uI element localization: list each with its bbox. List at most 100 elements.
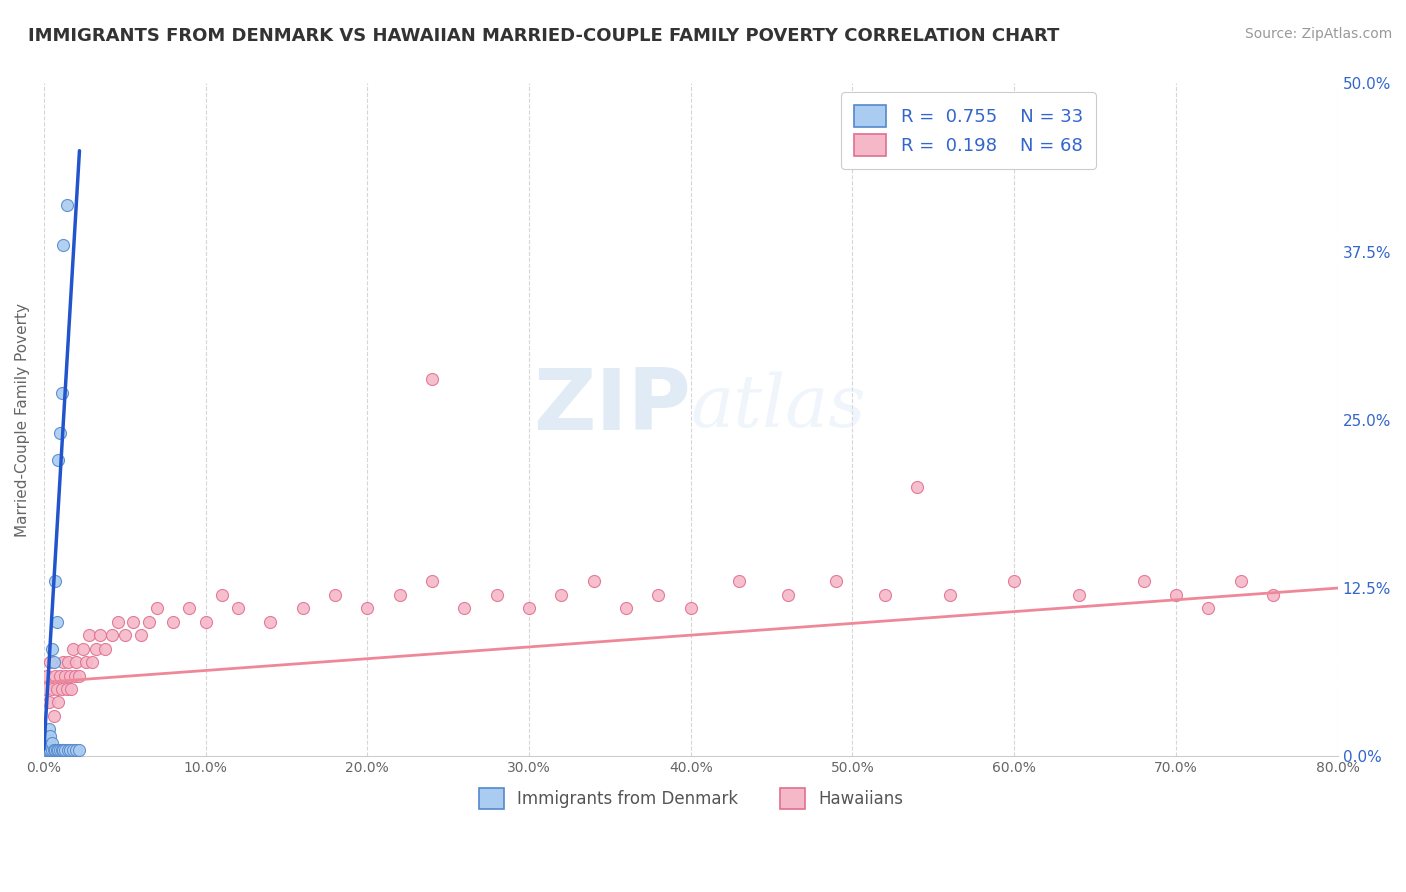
Point — [1002, 574, 1025, 589]
Point — [162, 615, 184, 629]
Point — [39, 729, 62, 743]
Point — [59, 742, 82, 756]
Point — [776, 588, 799, 602]
Point — [69, 668, 91, 682]
Point — [55, 681, 77, 696]
Point — [65, 742, 87, 756]
Point — [42, 655, 65, 669]
Point — [69, 742, 91, 756]
Point — [1164, 588, 1187, 602]
Point — [825, 574, 848, 589]
Point — [41, 736, 63, 750]
Point — [44, 668, 66, 682]
Point — [39, 655, 62, 669]
Point — [53, 668, 76, 682]
Point — [582, 574, 605, 589]
Point — [485, 588, 508, 602]
Point — [211, 588, 233, 602]
Point — [94, 641, 117, 656]
Point — [129, 628, 152, 642]
Point — [51, 681, 73, 696]
Point — [226, 601, 249, 615]
Point — [60, 681, 83, 696]
Point — [48, 742, 70, 756]
Point — [1261, 588, 1284, 602]
Legend: Immigrants from Denmark, Hawaiians: Immigrants from Denmark, Hawaiians — [465, 775, 917, 822]
Point — [49, 742, 72, 756]
Point — [42, 709, 65, 723]
Point — [55, 197, 77, 211]
Point — [45, 615, 67, 629]
Point — [728, 574, 751, 589]
Point — [65, 655, 87, 669]
Y-axis label: Married-Couple Family Poverty: Married-Couple Family Poverty — [15, 303, 30, 537]
Point — [75, 655, 97, 669]
Point — [1067, 588, 1090, 602]
Point — [179, 601, 201, 615]
Point — [41, 641, 63, 656]
Point — [59, 668, 82, 682]
Point — [82, 655, 104, 669]
Point — [356, 601, 378, 615]
Point — [873, 588, 896, 602]
Point — [52, 742, 75, 756]
Point — [1229, 574, 1251, 589]
Point — [34, 736, 56, 750]
Point — [291, 601, 314, 615]
Point — [48, 695, 70, 709]
Point — [49, 426, 72, 441]
Point — [45, 681, 67, 696]
Point — [39, 742, 62, 756]
Point — [63, 668, 86, 682]
Point — [938, 588, 960, 602]
Point — [44, 574, 66, 589]
Point — [41, 681, 63, 696]
Point — [89, 628, 111, 642]
Point — [62, 641, 84, 656]
Text: ZIP: ZIP — [533, 365, 690, 448]
Point — [420, 372, 443, 386]
Point — [38, 742, 60, 756]
Point — [34, 681, 56, 696]
Text: atlas: atlas — [690, 371, 866, 442]
Point — [51, 742, 73, 756]
Point — [138, 615, 160, 629]
Point — [323, 588, 346, 602]
Point — [259, 615, 281, 629]
Point — [37, 742, 59, 756]
Point — [56, 742, 79, 756]
Point — [679, 601, 702, 615]
Point — [34, 742, 56, 756]
Point — [51, 386, 73, 401]
Point — [1197, 601, 1219, 615]
Point — [614, 601, 637, 615]
Point — [42, 742, 65, 756]
Point — [194, 615, 217, 629]
Point — [53, 742, 76, 756]
Point — [52, 238, 75, 252]
Point — [56, 655, 79, 669]
Point — [107, 615, 129, 629]
Point — [49, 668, 72, 682]
Point — [41, 742, 63, 756]
Point — [114, 628, 136, 642]
Point — [101, 628, 124, 642]
Point — [1132, 574, 1154, 589]
Point — [62, 742, 84, 756]
Point — [72, 641, 94, 656]
Point — [84, 641, 107, 656]
Point — [550, 588, 572, 602]
Point — [38, 723, 60, 737]
Point — [52, 655, 75, 669]
Text: Source: ZipAtlas.com: Source: ZipAtlas.com — [1244, 27, 1392, 41]
Point — [44, 742, 66, 756]
Point — [38, 736, 60, 750]
Point — [48, 453, 70, 467]
Point — [453, 601, 475, 615]
Point — [77, 628, 100, 642]
Point — [647, 588, 669, 602]
Point — [37, 729, 59, 743]
Point — [45, 742, 67, 756]
Text: IMMIGRANTS FROM DENMARK VS HAWAIIAN MARRIED-COUPLE FAMILY POVERTY CORRELATION CH: IMMIGRANTS FROM DENMARK VS HAWAIIAN MARR… — [28, 27, 1060, 45]
Point — [37, 668, 59, 682]
